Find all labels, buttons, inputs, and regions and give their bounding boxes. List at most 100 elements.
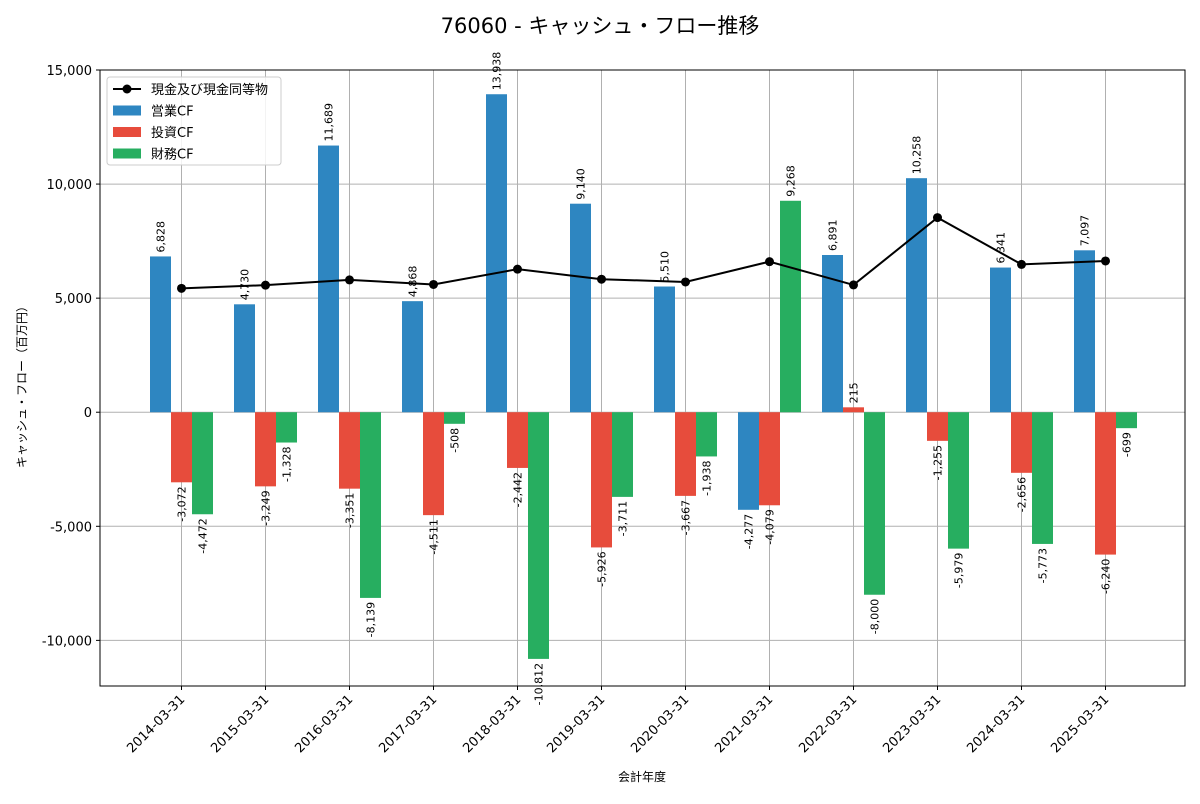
x-tick-label: 2024-03-31 xyxy=(964,692,1028,756)
x-tick-label: 2021-03-31 xyxy=(712,692,776,756)
cash-line xyxy=(181,216,1106,290)
x-axis-label: 会計年度 xyxy=(618,769,666,784)
bar-series-3 xyxy=(948,412,969,549)
x-tick-label: 2022-03-31 xyxy=(796,692,860,756)
legend-label: 現金及び現金同等物 xyxy=(151,82,268,98)
bar-series-3 xyxy=(1032,412,1053,544)
bar-series-1 xyxy=(486,94,507,413)
x-tick-label: 2016-03-31 xyxy=(292,692,356,756)
y-axis-ticks: -10,000 -5,000 0 5,000 10,000 15,000 xyxy=(42,64,100,649)
cash-line-point xyxy=(513,264,522,274)
bar-series-3 xyxy=(192,412,213,515)
bar-value-label: -4,511 xyxy=(428,519,441,554)
bar-series-1 xyxy=(906,178,927,413)
bar-series-2 xyxy=(1011,412,1032,473)
bar-series-1 xyxy=(822,255,843,413)
bar-value-label: -4,079 xyxy=(764,509,777,544)
bar-series-2 xyxy=(423,412,444,516)
bar-value-label: 6,891 xyxy=(827,220,840,252)
y-tick-label: 15,000 xyxy=(47,64,93,79)
y-tick-label: 10,000 xyxy=(47,178,93,193)
bar-value-label: 13,938 xyxy=(491,52,504,91)
bar-value-labels: 6,828 4,730 11,689 4,868 13,938 9,140 5,510 -4,… xyxy=(155,52,1134,706)
y-tick-label: -5,000 xyxy=(50,520,92,535)
bar-series-1 xyxy=(234,304,255,413)
bar-value-label: 6,828 xyxy=(155,221,168,253)
cash-line-point xyxy=(849,280,858,290)
legend-label: 財務CF xyxy=(151,148,194,163)
legend-label: 投資CF xyxy=(151,125,194,141)
bar-series-3 xyxy=(696,412,717,457)
bar-series-2 xyxy=(171,412,192,483)
bar-value-label: -508 xyxy=(449,428,462,453)
bar-value-label: -3,249 xyxy=(260,490,273,525)
bar-value-label: -3,072 xyxy=(176,486,189,521)
bar-series-3 xyxy=(528,412,549,659)
legend-swatch-marker xyxy=(122,84,132,94)
cash-line-point xyxy=(429,279,438,289)
bar-series-2 xyxy=(843,407,864,413)
bar-series-2 xyxy=(591,412,612,548)
bar-series-2 xyxy=(255,412,276,487)
x-tick-label: 2025-03-31 xyxy=(1048,692,1112,756)
chart-title: 76060 - キャッシュ・フロー推移 xyxy=(441,14,760,38)
bar-series-1 xyxy=(318,145,339,413)
bar-series-3 xyxy=(444,412,465,424)
bar-value-label: -4,472 xyxy=(197,518,210,553)
bar-value-label: 5,510 xyxy=(659,251,672,283)
legend-box xyxy=(106,76,282,166)
bar-series-2 xyxy=(339,412,360,489)
bar-value-label: -5,926 xyxy=(596,551,609,586)
x-tick-label: 2015-03-31 xyxy=(208,692,272,756)
y-tick-label: -10,000 xyxy=(42,634,92,649)
bar-value-label: -10,812 xyxy=(533,663,546,705)
plot-frame xyxy=(99,69,1186,687)
cash-line-point xyxy=(345,275,354,285)
bar-series-2 xyxy=(927,412,948,441)
bar-series-1 xyxy=(570,203,591,413)
bar-series-3 xyxy=(864,412,885,595)
bar-value-label: 10,258 xyxy=(911,136,924,175)
bar-series-2 xyxy=(759,412,780,506)
bar-series-1 xyxy=(402,301,423,413)
x-tick-label: 2014-03-31 xyxy=(124,692,188,756)
bar-value-label: -2,442 xyxy=(512,472,525,507)
cash-line-point xyxy=(765,257,774,267)
bar-value-label: -699 xyxy=(1121,432,1134,457)
bar-series-1 xyxy=(990,267,1011,413)
y-tick-label: 5,000 xyxy=(55,292,92,307)
bar-value-label: 9,268 xyxy=(785,165,798,197)
cash-line-point xyxy=(1017,259,1026,269)
x-axis-ticks: 2014-03-31 2015-03-31 2016-03-31 2017-03-31… xyxy=(124,686,1112,756)
cash-line-point xyxy=(177,283,186,293)
bar-value-label: 7,097 xyxy=(1079,215,1092,247)
cash-line-point xyxy=(681,277,690,287)
cash-line-point xyxy=(261,280,270,290)
bar-series-2 xyxy=(507,412,528,468)
bar-value-label: -8,139 xyxy=(365,602,378,637)
bar-series-3 xyxy=(360,412,381,598)
bar-value-label: -4,277 xyxy=(743,514,756,549)
bar-value-label: 6,341 xyxy=(995,232,1008,264)
bar-series-3 xyxy=(276,412,297,443)
x-tick-label: 2020-03-31 xyxy=(628,692,692,756)
y-tick-label: 0 xyxy=(84,406,92,421)
cash-line-point xyxy=(597,274,606,284)
bar-value-label: 215 xyxy=(848,382,861,403)
bar-series-3 xyxy=(612,412,633,497)
bar-value-label: -1,328 xyxy=(281,447,294,482)
bar-value-label: -3,711 xyxy=(617,501,630,536)
bar-value-label: 9,140 xyxy=(575,168,588,200)
bar-value-label: -2,656 xyxy=(1016,477,1029,512)
bar-value-label: -3,667 xyxy=(680,500,693,535)
bars-layer xyxy=(150,94,1137,659)
bar-series-2 xyxy=(1095,412,1116,555)
legend-swatch-bar xyxy=(113,127,141,137)
cash-line-layer xyxy=(177,213,1110,293)
y-axis-label: キャッシュ・フロー（百万円） xyxy=(15,300,29,468)
bar-value-label: -5,773 xyxy=(1037,548,1050,583)
cash-line-point xyxy=(933,213,942,223)
